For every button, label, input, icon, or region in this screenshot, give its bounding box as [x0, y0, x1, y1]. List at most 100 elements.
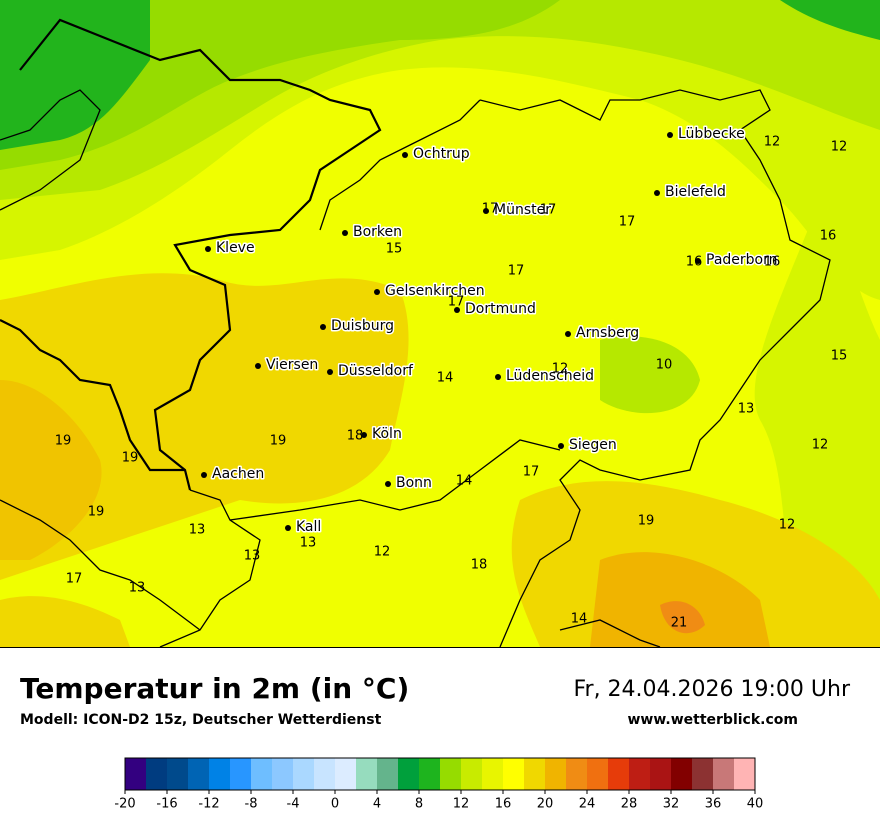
- temperature-label: 13: [129, 581, 146, 596]
- temperature-label: 12: [552, 362, 569, 377]
- temperature-label: 14: [437, 371, 454, 386]
- city-dot: [205, 246, 211, 252]
- colorbar-swatch: [419, 758, 441, 790]
- colorbar-swatch: [461, 758, 483, 790]
- colorbar-swatch: [230, 758, 252, 790]
- title: Temperatur in 2m (in °C): [20, 672, 409, 705]
- colorbar-tick-label: 0: [331, 797, 339, 812]
- temperature-label: 13: [300, 536, 317, 551]
- city-label: Duisburg: [331, 318, 394, 334]
- temperature-label: 12: [831, 140, 848, 155]
- temperature-label: 17: [66, 572, 83, 587]
- colorbar-tick-label: 4: [373, 797, 381, 812]
- datetime: Fr, 24.04.2026 19:00 Uhr: [573, 677, 850, 702]
- colorbar-swatch: [545, 758, 567, 790]
- temperature-label: 19: [122, 451, 139, 466]
- colorbar-swatch: [398, 758, 420, 790]
- colorbar-tick-label: 12: [453, 797, 470, 812]
- temperature-label: 12: [764, 135, 781, 150]
- colorbar-swatch: [692, 758, 714, 790]
- city-dot: [285, 525, 291, 531]
- colorbar-swatch: [608, 758, 630, 790]
- city-dot: [654, 190, 660, 196]
- colorbar-swatch: [440, 758, 462, 790]
- city-dot: [320, 324, 326, 330]
- temperature-label: 19: [55, 434, 72, 449]
- city-dot: [558, 443, 564, 449]
- city-label: Lübbecke: [678, 126, 745, 142]
- temperature-label: 18: [471, 558, 488, 573]
- colorbar-swatch: [713, 758, 735, 790]
- colorbar-tick-label: -16: [156, 797, 177, 812]
- colorbar-tick-label: 28: [621, 797, 638, 812]
- city-label: Kleve: [216, 240, 255, 256]
- colorbar: -20 -16 -12 -8 -4 0 4 8 12 16 20 24 28 32 36 40: [114, 757, 764, 812]
- temperature-label: 16: [686, 255, 703, 270]
- colorbar-tick-label: 36: [705, 797, 722, 812]
- temperature-label: 13: [738, 402, 755, 417]
- colorbar-swatch: [566, 758, 588, 790]
- temperature-label: 17: [540, 203, 557, 218]
- city-dot: [201, 472, 207, 478]
- temperature-label: 17: [482, 202, 499, 217]
- colorbar-swatch: [503, 758, 525, 790]
- temperature-label: 13: [189, 523, 206, 538]
- city-label: Aachen: [212, 466, 264, 482]
- temperature-label: 16: [820, 229, 837, 244]
- map-background: [0, 0, 880, 648]
- colorbar-tick-label: -4: [287, 797, 300, 812]
- temperature-label: 14: [571, 612, 588, 627]
- city-dot: [385, 481, 391, 487]
- temperature-label: 17: [448, 295, 465, 310]
- city-label: Dortmund: [465, 301, 536, 317]
- city-label: Paderborn: [706, 252, 777, 268]
- city-label: Viersen: [266, 357, 318, 373]
- city-label: Köln: [372, 426, 402, 442]
- colorbar-swatch: [650, 758, 672, 790]
- colorbar-tick-label: 32: [663, 797, 680, 812]
- temperature-label: 19: [270, 434, 287, 449]
- city-dot: [667, 132, 673, 138]
- colorbar-swatch: [356, 758, 378, 790]
- temperature-label: 12: [812, 438, 829, 453]
- city-label: Bonn: [396, 475, 432, 491]
- colorbar-tick-label: -20: [114, 797, 135, 812]
- temperature-label: 16: [764, 255, 781, 270]
- colorbar-swatch: [146, 758, 168, 790]
- city-label: Gelsenkirchen: [385, 283, 485, 299]
- colorbar-tick-label: 40: [747, 797, 764, 812]
- city-dot: [483, 208, 489, 214]
- colorbar-swatch: [167, 758, 189, 790]
- colorbar-tick-label: 20: [537, 797, 554, 812]
- colorbar-frame: [124, 757, 756, 791]
- temperature-label: 14: [456, 474, 473, 489]
- temperature-label: 15: [386, 242, 403, 257]
- temperature-label: 12: [779, 518, 796, 533]
- colorbar-swatch: [629, 758, 651, 790]
- colorbar-swatch: [335, 758, 357, 790]
- city-dot: [342, 230, 348, 236]
- colorbar-swatch: [272, 758, 294, 790]
- city-dot: [695, 258, 701, 264]
- colorbar-swatch: [671, 758, 693, 790]
- temperature-label: 18: [347, 429, 364, 444]
- colorbar-tick-label: 8: [415, 797, 423, 812]
- city-dot: [402, 152, 408, 158]
- city-label: Siegen: [569, 437, 617, 453]
- temperature-layer: 12 12 17 17 17 15 16 17 16 16 17 15 12 10 14 13 19 19 18 19…: [55, 135, 848, 631]
- temperature-label: 12: [374, 545, 391, 560]
- temperature-label: 19: [638, 514, 655, 529]
- colorbar-swatch: [524, 758, 546, 790]
- colorbar-swatch: [125, 758, 147, 790]
- colorbar-tick-label: -12: [198, 797, 219, 812]
- city-dot: [454, 307, 460, 313]
- temperature-label: 19: [88, 505, 105, 520]
- city-label: Kall: [296, 519, 321, 535]
- city-dot: [565, 331, 571, 337]
- city-label: Münster: [494, 202, 551, 218]
- city-dot: [374, 289, 380, 295]
- colorbar-swatch: [209, 758, 231, 790]
- city-label: Arnsberg: [576, 325, 639, 341]
- model-info: Modell: ICON-D2 15z, Deutscher Wetterdie…: [20, 712, 382, 728]
